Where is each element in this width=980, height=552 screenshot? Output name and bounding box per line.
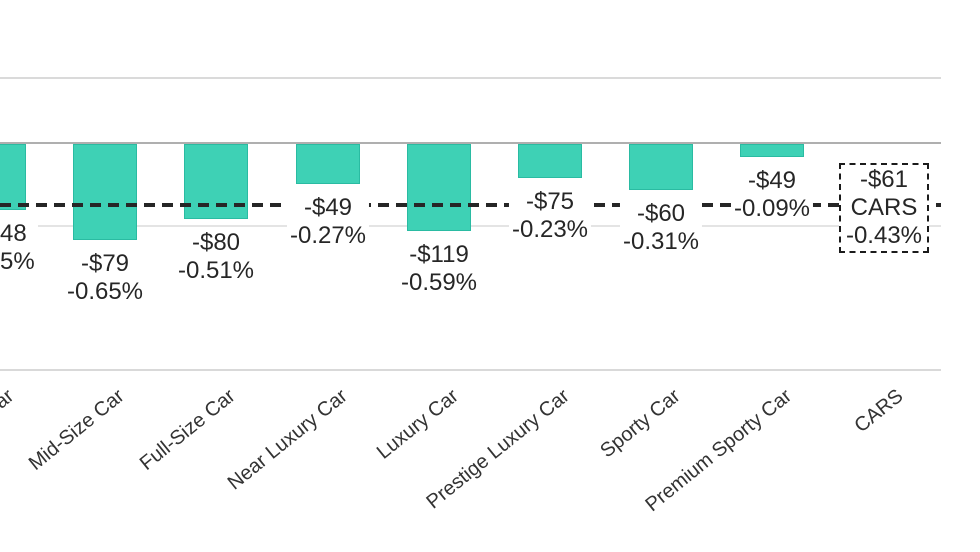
value-label: -$80 -0.51% (174, 229, 258, 285)
dollar-label: -$119 (409, 241, 469, 268)
bar (296, 144, 360, 184)
dollar-label: -$80 (191, 229, 241, 256)
value-label: -$49 -0.09% (730, 167, 814, 223)
value-label: -$119 -0.59% (397, 241, 481, 297)
cars-category-text: CARS (850, 194, 918, 221)
value-label: -$79 -0.65% (63, 250, 147, 306)
value-label: 48 5% (0, 220, 38, 276)
value-label: -$60 -0.31% (619, 200, 703, 256)
bar (73, 144, 137, 240)
dollar-label: -$49 (303, 194, 353, 221)
bar (407, 144, 471, 231)
average-dashed-line (0, 203, 941, 207)
percent-label: -0.59% (400, 269, 478, 296)
percent-label: -0.51% (177, 257, 255, 284)
category-axis-label: Near Luxury Car (223, 385, 352, 495)
bar (740, 144, 804, 157)
dollar-label: -$79 (80, 250, 130, 277)
dollar-label: 48 (0, 220, 27, 247)
percent-label: -0.65% (66, 278, 144, 305)
category-axis-label: Mid-Size Car (25, 385, 129, 475)
percent-label: 5% (0, 248, 35, 275)
category-axis-line (0, 369, 941, 371)
dollar-label: -$49 (747, 167, 797, 194)
value-label: -$49 -0.27% (286, 194, 370, 250)
percent-label: -0.23% (511, 216, 589, 243)
percent-label: -0.09% (733, 195, 811, 222)
bar (0, 144, 26, 210)
category-axis-label: CARS (850, 385, 908, 438)
category-axis-label: Car (0, 385, 18, 423)
category-axis-label: Full-Size Car (136, 385, 240, 475)
cars-dollar-value: -$61 (859, 166, 909, 193)
bar (184, 144, 248, 219)
category-axis-label: Sporty Car (596, 385, 685, 463)
gridline-upper (0, 77, 941, 79)
percent-label: -0.27% (289, 222, 367, 249)
category-axis-label: Luxury Car (372, 385, 463, 464)
value-label: -$75 -0.23% (508, 188, 592, 244)
percent-label: -0.31% (622, 228, 700, 255)
bar (629, 144, 693, 190)
cars-percent-value: -0.43% (845, 222, 923, 249)
bar (518, 144, 582, 178)
zero-axis-line (0, 142, 941, 144)
dollar-label: -$75 (525, 188, 575, 215)
cars-summary-box: -$61 CARS -0.43% (839, 163, 929, 253)
dollar-label: -$60 (636, 200, 686, 227)
